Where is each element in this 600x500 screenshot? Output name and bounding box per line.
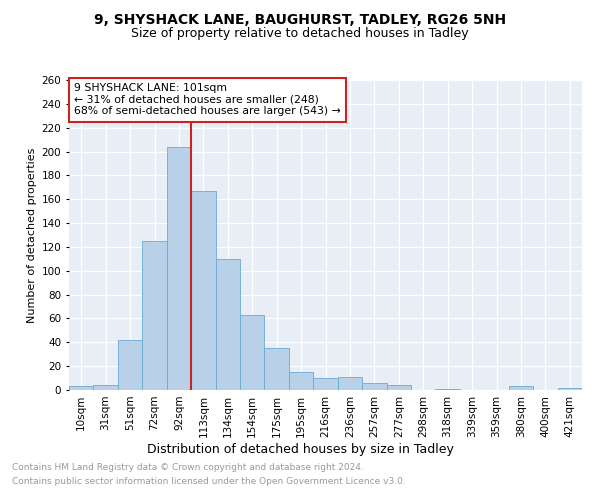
Bar	[191, 191, 215, 390]
Bar	[265, 348, 289, 390]
Bar	[386, 385, 411, 390]
Text: Size of property relative to detached houses in Tadley: Size of property relative to detached ho…	[131, 26, 469, 40]
Text: 9, SHYSHACK LANE, BAUGHURST, TADLEY, RG26 5NH: 9, SHYSHACK LANE, BAUGHURST, TADLEY, RG2…	[94, 12, 506, 26]
Text: Distribution of detached houses by size in Tadley: Distribution of detached houses by size …	[146, 442, 454, 456]
Bar	[215, 259, 240, 390]
Bar	[338, 377, 362, 390]
Bar	[94, 385, 118, 390]
Bar	[118, 340, 142, 390]
Text: Contains public sector information licensed under the Open Government Licence v3: Contains public sector information licen…	[12, 477, 406, 486]
Bar	[240, 315, 265, 390]
Bar	[313, 378, 338, 390]
Bar	[69, 386, 94, 390]
Bar	[362, 383, 386, 390]
Bar	[167, 147, 191, 390]
Y-axis label: Number of detached properties: Number of detached properties	[28, 148, 37, 322]
Bar	[557, 388, 582, 390]
Text: 9 SHYSHACK LANE: 101sqm
← 31% of detached houses are smaller (248)
68% of semi-d: 9 SHYSHACK LANE: 101sqm ← 31% of detache…	[74, 83, 341, 116]
Bar	[142, 241, 167, 390]
Bar	[509, 386, 533, 390]
Text: Contains HM Land Registry data © Crown copyright and database right 2024.: Contains HM Land Registry data © Crown c…	[12, 464, 364, 472]
Bar	[289, 372, 313, 390]
Bar	[436, 389, 460, 390]
